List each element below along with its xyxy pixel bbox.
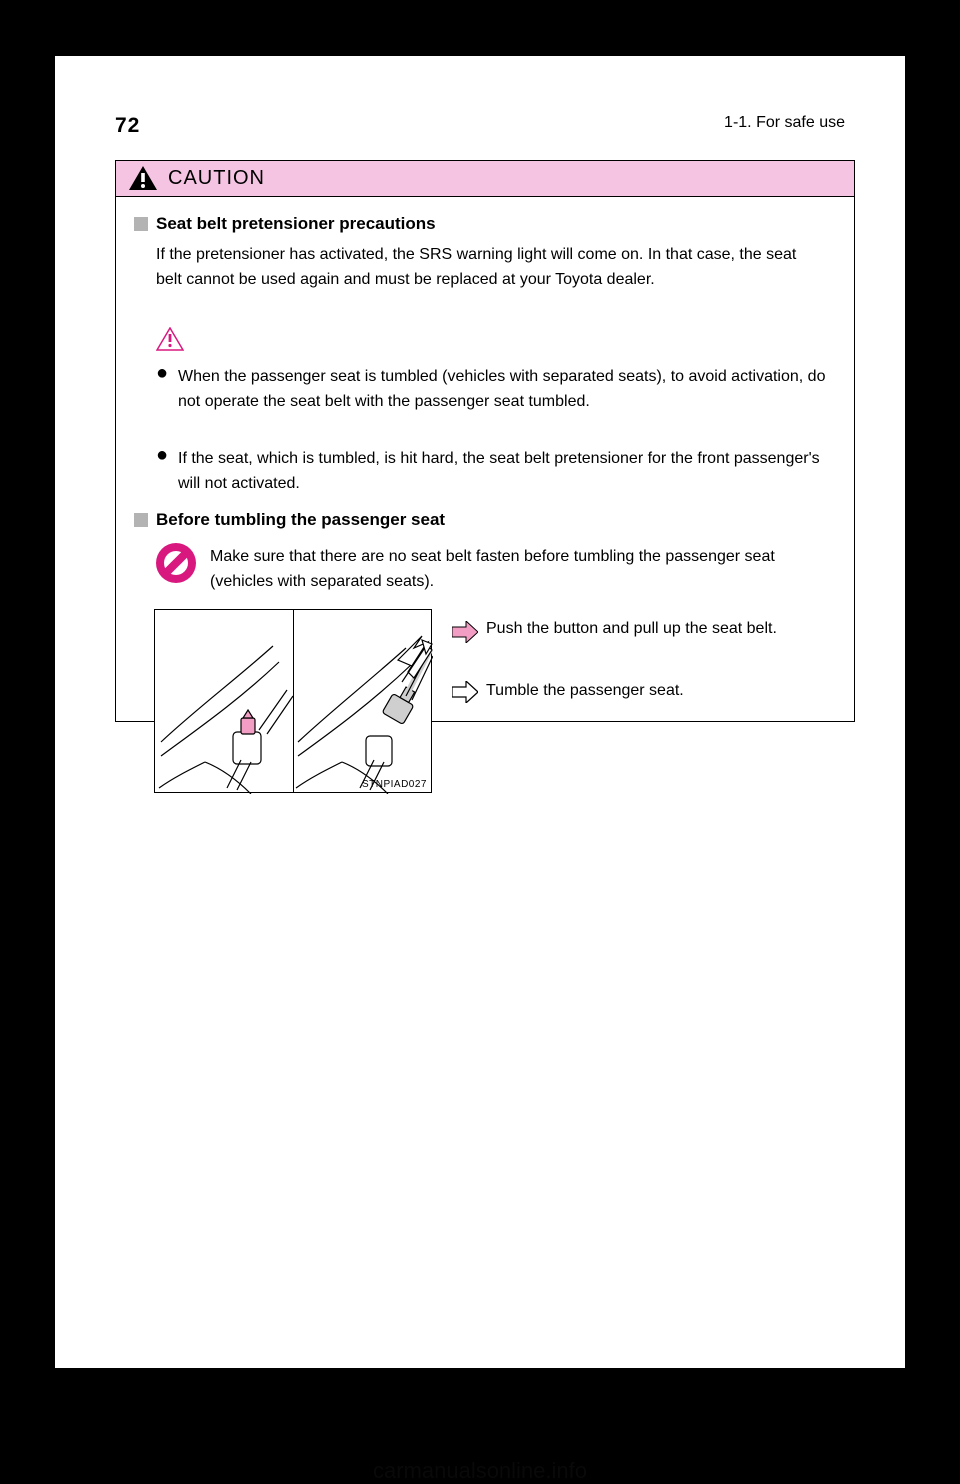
caution-bar: CAUTION	[116, 161, 854, 197]
illus-step-1: Push the button and pull up the seat bel…	[486, 617, 822, 642]
caution-label: CAUTION	[168, 167, 265, 190]
prohibit-icon	[154, 541, 198, 585]
section1-paragraph: If the pretensioner has activated, the S…	[156, 243, 826, 293]
section-header: 1-1. For safe use	[724, 114, 845, 132]
section2-title: Before tumbling the passenger seat	[156, 510, 445, 530]
section-marker-icon	[134, 513, 148, 527]
illus-step-2: Tumble the passenger seat.	[486, 679, 822, 704]
illustration-code: STNPIAD027	[362, 779, 427, 790]
section1-title: Seat belt pretensioner precautions	[156, 214, 436, 234]
alert-triangle-icon	[156, 327, 184, 351]
section2-paragraph: Make sure that there are no seat belt fa…	[210, 545, 830, 595]
bullet-icon: ●	[156, 445, 168, 465]
bullet-icon: ●	[156, 363, 168, 383]
section1-bullet-2: If the seat, which is tumbled, is hit ha…	[178, 447, 826, 497]
watermark: carmanualsonline.info	[55, 1458, 905, 1484]
seat-belt-illustration: STNPIAD027	[154, 609, 432, 793]
caution-box: CAUTION Seat belt pretensioner precautio…	[115, 160, 855, 722]
warning-triangle-icon	[128, 165, 158, 191]
page-content: 72 1-1. For safe use CAUTION	[55, 56, 905, 1368]
arrow-outline-icon	[452, 681, 478, 703]
arrow-solid-icon	[452, 621, 478, 643]
caution-body: Seat belt pretensioner precautions If th…	[116, 197, 854, 721]
section-marker-icon	[134, 217, 148, 231]
page-number: 72	[115, 114, 140, 138]
section1-bullet-1: When the passenger seat is tumbled (vehi…	[178, 365, 826, 415]
